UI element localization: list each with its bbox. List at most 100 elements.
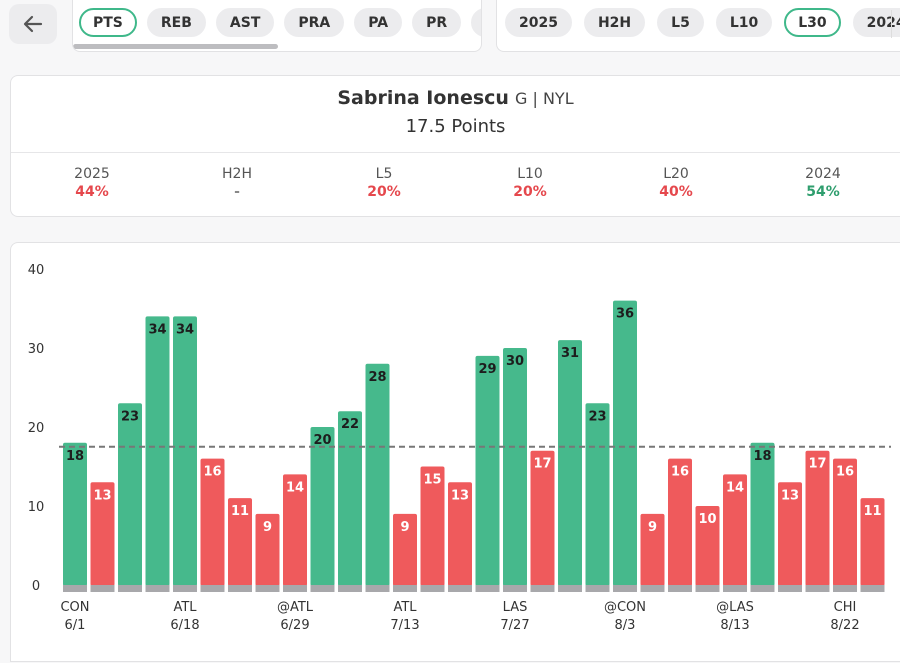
range-tab-l5[interactable]: L5	[657, 8, 704, 37]
x-tick-opponent: LAS	[503, 600, 528, 615]
tab-ast[interactable]: AST	[215, 8, 275, 37]
bar[interactable]	[228, 498, 252, 586]
x-tick-date: 6/29	[280, 618, 309, 633]
bar[interactable]	[475, 355, 500, 586]
bar-value-label: 18	[753, 449, 771, 464]
bar-value-label: 17	[808, 457, 826, 472]
range-tab-2024[interactable]: 2024	[852, 8, 900, 37]
bar-value-label: 17	[533, 457, 551, 472]
bar[interactable]	[448, 482, 472, 586]
tab-pa[interactable]: PA	[354, 8, 403, 37]
bar[interactable]	[640, 513, 665, 586]
bar[interactable]	[805, 450, 830, 586]
bar-value-label: 28	[368, 370, 386, 385]
bar[interactable]	[530, 450, 555, 586]
bar-value-label: 23	[121, 409, 139, 424]
range-tab-2025[interactable]: 2025	[505, 8, 572, 37]
bar[interactable]	[255, 513, 280, 586]
divider	[891, 10, 892, 38]
bar-base	[420, 585, 445, 592]
bar[interactable]	[668, 458, 692, 586]
bar[interactable]	[695, 506, 720, 586]
range-tab-l10[interactable]: L10	[715, 8, 773, 37]
x-tick-opponent: @LAS	[716, 600, 754, 615]
bar[interactable]	[90, 482, 115, 586]
bar-value-label: 14	[726, 480, 744, 495]
bar-value-label: 16	[671, 465, 689, 480]
player-position-team: G | NYL	[515, 89, 574, 108]
bar[interactable]	[200, 458, 225, 586]
y-tick-label: 30	[28, 342, 45, 357]
bar[interactable]	[503, 348, 527, 586]
split-label: L20	[663, 166, 689, 182]
tab-pra[interactable]: PRA	[284, 8, 345, 37]
game-log-bar-chart: 0 10 20 30 40 18 13 23 34 34 16 11 9 14 20 22 28 9 15 13 29 3…	[28, 263, 891, 633]
bar-value-label: 13	[93, 488, 111, 503]
x-tick-date: 8/22	[830, 618, 859, 633]
bar-base	[118, 585, 142, 592]
bar-value-label: 22	[341, 417, 359, 432]
split-label: 2025	[74, 166, 110, 182]
bar[interactable]	[723, 474, 747, 586]
divider	[11, 152, 900, 153]
player-summary-card: Sabrina Ionescu G | NYL 17.5 Points 2025…	[10, 75, 900, 217]
bar-base	[668, 585, 692, 592]
bar[interactable]	[420, 466, 445, 587]
tab-ra[interactable]: RA	[471, 8, 481, 37]
bar-value-label: 16	[836, 465, 854, 480]
bar[interactable]	[558, 340, 582, 586]
bar[interactable]	[173, 316, 197, 586]
bar[interactable]	[393, 513, 417, 586]
split-hit-rate: 20%	[367, 184, 401, 200]
arrow-left-icon	[23, 15, 43, 33]
x-tick-date: 7/27	[500, 618, 529, 633]
bar-base	[585, 585, 610, 592]
range-tab-l30[interactable]: L30	[784, 8, 841, 37]
horizontal-scrollbar[interactable]	[73, 44, 278, 49]
bar[interactable]	[833, 458, 857, 586]
stat-type-tabs: PTS REB AST PRA PA PR RA	[72, 0, 482, 52]
bar[interactable]	[860, 498, 885, 586]
bar[interactable]	[750, 442, 775, 586]
bar-base	[338, 585, 362, 592]
x-tick-opponent: ATL	[173, 600, 197, 615]
y-tick-label: 10	[28, 500, 45, 515]
split-hit-rate: 20%	[513, 184, 547, 200]
bar-value-label: 9	[400, 520, 409, 535]
bar[interactable]	[283, 474, 307, 586]
split-l10: L10 20%	[480, 166, 580, 200]
split-hit-rate: 44%	[75, 184, 109, 200]
bar-base	[503, 585, 527, 592]
tab-pr[interactable]: PR	[412, 8, 462, 37]
range-tab-h2h[interactable]: H2H	[583, 8, 646, 37]
bar[interactable]	[63, 442, 87, 586]
bar-base	[228, 585, 252, 592]
bar[interactable]	[585, 403, 610, 586]
player-header: Sabrina Ionescu G | NYL	[11, 87, 900, 109]
bar[interactable]	[778, 482, 802, 586]
bar[interactable]	[145, 316, 170, 586]
bar[interactable]	[365, 363, 390, 586]
bar[interactable]	[613, 300, 637, 586]
split-l20: L20 40%	[626, 166, 726, 200]
bar-base	[613, 585, 637, 592]
bar-base	[145, 585, 170, 592]
range-tabs: 2025 H2H L5 L10 L30 2024	[496, 0, 900, 52]
bar-value-label: 30	[506, 354, 524, 369]
bar-value-label: 31	[561, 346, 579, 361]
bar-base	[723, 585, 747, 592]
bar-base	[778, 585, 802, 592]
prop-line: 17.5 Points	[405, 116, 506, 137]
tab-reb[interactable]: REB	[146, 8, 206, 37]
split-h2h: H2H -	[187, 166, 287, 200]
bar[interactable]	[338, 411, 362, 586]
bar[interactable]	[310, 427, 335, 586]
x-tick-date: 6/18	[170, 618, 199, 633]
tab-pts[interactable]: PTS	[79, 8, 137, 37]
split-label: 2024	[805, 166, 841, 182]
back-button[interactable]	[9, 4, 57, 44]
bar[interactable]	[118, 403, 142, 586]
split-label: L5	[375, 166, 393, 182]
bar-base	[63, 585, 87, 592]
bar-value-label: 9	[648, 520, 657, 535]
